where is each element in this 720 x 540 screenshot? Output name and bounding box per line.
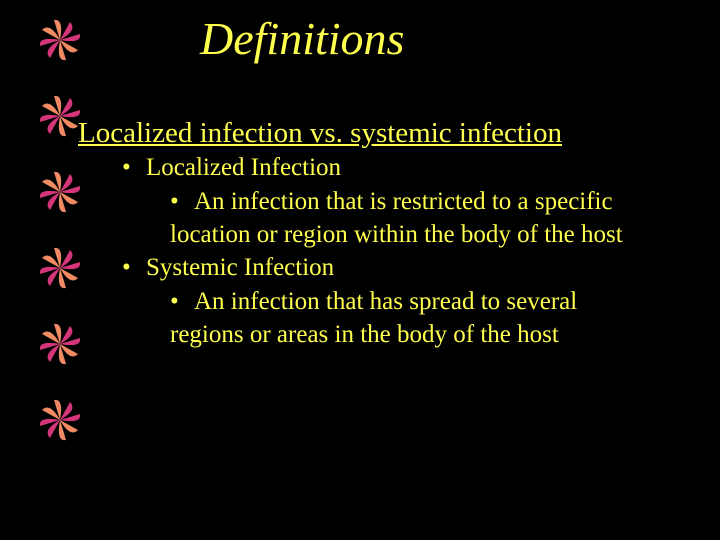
bullet-marker: • <box>170 285 194 318</box>
bullet-text: Localized Infection <box>146 154 341 181</box>
decorative-pinwheel-strip <box>36 16 84 472</box>
pinwheel-icon <box>36 396 84 444</box>
bullet-level3: •An infection that has spread to several… <box>170 285 680 351</box>
bullet-text: An infection that has spread to several … <box>170 288 577 348</box>
bullet-level2: •Systemic Infection <box>122 251 680 285</box>
pinwheel-icon <box>36 16 84 64</box>
slide-title: Definitions <box>200 12 404 65</box>
bullet-text: An infection that is restricted to a spe… <box>170 188 623 248</box>
bullet-level2: •Localized Infection <box>122 151 680 185</box>
pinwheel-icon <box>36 320 84 368</box>
bullet-level3: •An infection that is restricted to a sp… <box>170 185 680 251</box>
slide-content: Localized infection vs. systemic infecti… <box>78 115 680 351</box>
pinwheel-icon <box>36 168 84 216</box>
slide: Definitions Localized infection vs. syst… <box>0 0 720 540</box>
bullet-text: Systemic Infection <box>146 254 334 281</box>
bullet-level1: Localized infection vs. systemic infecti… <box>78 115 680 151</box>
pinwheel-icon <box>36 244 84 292</box>
bullet-marker: • <box>122 251 146 285</box>
bullet-marker: • <box>122 151 146 185</box>
bullet-marker: • <box>170 185 194 218</box>
pinwheel-icon <box>36 92 84 140</box>
